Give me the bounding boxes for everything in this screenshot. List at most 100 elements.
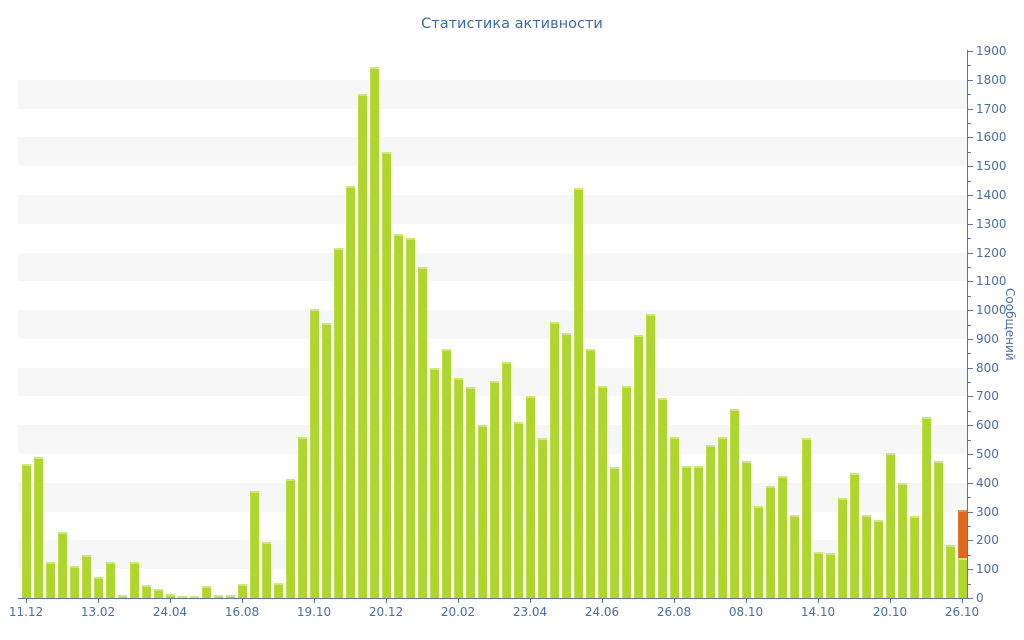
bar [849, 472, 859, 598]
y-tick-label: 1400 [976, 187, 1007, 202]
y-minor-tick [968, 94, 971, 96]
bar [801, 438, 811, 598]
x-tick [98, 599, 99, 603]
bar [693, 465, 703, 598]
x-tick-label: 16.08 [224, 605, 260, 619]
y-major-tick [968, 396, 973, 398]
bar [705, 445, 715, 598]
y-minor-tick [968, 209, 971, 211]
bar [585, 348, 595, 598]
x-tick-label: 26.10 [944, 605, 980, 619]
y-major-tick [968, 166, 973, 168]
x-tick [890, 599, 891, 603]
y-major-tick [968, 511, 973, 513]
bar [213, 595, 223, 598]
x-tick-label: 14.10 [800, 605, 836, 619]
bar [153, 588, 163, 598]
y-minor-tick [968, 583, 971, 585]
x-tick [962, 599, 963, 603]
bar [741, 461, 751, 598]
bar [33, 456, 43, 598]
bar [165, 593, 175, 598]
bar [897, 482, 907, 598]
y-axis-line [967, 50, 968, 599]
bar [321, 323, 331, 598]
y-minor-tick [968, 238, 971, 240]
y-tick-label: 200 [976, 533, 999, 548]
y-tick-label: 1200 [976, 245, 1007, 260]
x-tick [530, 599, 531, 603]
bar [657, 397, 667, 598]
bar [813, 551, 823, 598]
bar [609, 467, 619, 598]
bar [681, 465, 691, 598]
bar [393, 233, 403, 598]
y-major-tick [968, 454, 973, 456]
y-major-tick [968, 281, 973, 283]
x-tick [314, 599, 315, 603]
bar [141, 584, 151, 598]
x-tick-label: 11.12 [8, 605, 44, 619]
bar [357, 94, 367, 598]
y-major-tick [968, 540, 973, 542]
y-minor-tick [968, 497, 971, 499]
y-major-tick [968, 79, 973, 81]
bar [189, 596, 199, 599]
bar-segment-green [957, 557, 967, 598]
bar [621, 386, 631, 598]
x-tick-label: 08.10 [728, 605, 764, 619]
x-tick [818, 599, 819, 603]
y-tick-label: 800 [976, 360, 999, 375]
x-tick [170, 599, 171, 603]
grid-stripe [18, 194, 967, 224]
y-tick-label: 0 [976, 591, 984, 605]
bar [729, 409, 739, 598]
grid-stripe [18, 137, 967, 167]
y-tick-label: 1000 [976, 303, 1007, 318]
y-minor-tick [968, 468, 971, 470]
x-tick [386, 599, 387, 603]
y-tick-label: 1500 [976, 159, 1007, 174]
bar [789, 515, 799, 598]
y-minor-tick [968, 410, 971, 412]
bar [561, 333, 571, 598]
bar [249, 490, 259, 598]
x-axis-line [18, 598, 968, 599]
y-major-tick [968, 425, 973, 427]
x-tick [746, 599, 747, 603]
bar [633, 334, 643, 598]
y-minor-tick [968, 122, 971, 124]
y-tick-label: 600 [976, 418, 999, 433]
bar [81, 554, 91, 598]
bar [45, 562, 55, 598]
x-tick [26, 599, 27, 603]
y-tick-label: 700 [976, 389, 999, 404]
bar [825, 553, 835, 598]
x-tick-label: 13.02 [80, 605, 116, 619]
bar [453, 377, 463, 598]
y-minor-tick [968, 151, 971, 153]
y-tick-label: 100 [976, 562, 999, 577]
y-tick-label: 1600 [976, 130, 1007, 145]
y-minor-tick [968, 382, 971, 384]
bar [93, 576, 103, 598]
bar [489, 380, 499, 598]
y-major-tick [968, 310, 973, 312]
y-tick-label: 1100 [976, 274, 1007, 289]
bar [285, 478, 295, 598]
bar [429, 367, 439, 598]
x-tick-label: 24.04 [152, 605, 188, 619]
bar [597, 386, 607, 598]
bar [909, 515, 919, 598]
bar [537, 437, 547, 598]
y-tick-label: 1900 [976, 44, 1007, 58]
y-minor-tick [968, 324, 971, 326]
bar [405, 238, 415, 598]
y-tick-label: 1700 [976, 101, 1007, 116]
bar [837, 498, 847, 598]
bar [717, 436, 727, 598]
y-tick-label: 1800 [976, 72, 1007, 87]
bar [273, 583, 283, 598]
bar [921, 416, 931, 598]
